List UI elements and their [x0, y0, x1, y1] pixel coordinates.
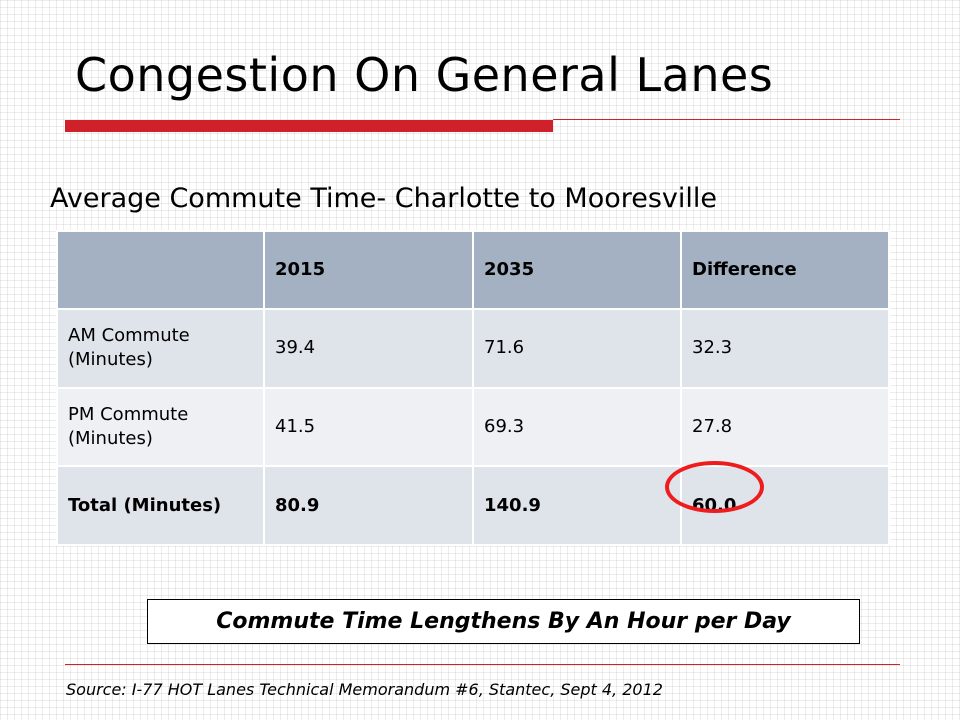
cell-2035: 140.9 — [472, 465, 682, 546]
table-header-corner — [56, 230, 265, 310]
commute-time-table: 2015 2035 Difference AM Commute (Minutes… — [56, 230, 890, 546]
table-header-difference: Difference — [680, 230, 890, 310]
title-accent-line — [553, 119, 900, 120]
cell-2015: 39.4 — [263, 308, 474, 389]
cell-difference: 27.8 — [680, 386, 890, 468]
callout-box: Commute Time Lengthens By An Hour per Da… — [147, 599, 860, 644]
cell-2035: 69.3 — [472, 386, 682, 468]
row-label: AM Commute (Minutes) — [56, 308, 265, 389]
table-header-2035: 2035 — [472, 230, 682, 310]
table-row-total: Total (Minutes) 80.9 140.9 60.0 — [56, 465, 890, 546]
cell-2015: 80.9 — [263, 465, 474, 546]
callout-text: Commute Time Lengthens By An Hour per Da… — [216, 609, 791, 634]
cell-difference: 32.3 — [680, 308, 890, 389]
table-row-am-commute: AM Commute (Minutes) 39.4 71.6 32.3 — [56, 308, 890, 389]
row-label: PM Commute (Minutes) — [56, 386, 265, 468]
cell-difference: 60.0 — [680, 465, 890, 546]
cell-2035: 71.6 — [472, 308, 682, 389]
table-header-2015: 2015 — [263, 230, 474, 310]
slide-subtitle: Average Commute Time- Charlotte to Moore… — [50, 183, 718, 214]
row-label: Total (Minutes) — [56, 465, 265, 546]
title-accent-bar — [65, 120, 553, 132]
table-row-pm-commute: PM Commute (Minutes) 41.5 69.3 27.8 — [56, 386, 890, 468]
cell-2015: 41.5 — [263, 386, 474, 468]
source-citation: Source: I-77 HOT Lanes Technical Memoran… — [66, 680, 663, 699]
footer-divider — [65, 664, 900, 665]
table-header-row: 2015 2035 Difference — [56, 230, 890, 310]
slide-title: Congestion On General Lanes — [75, 48, 774, 102]
